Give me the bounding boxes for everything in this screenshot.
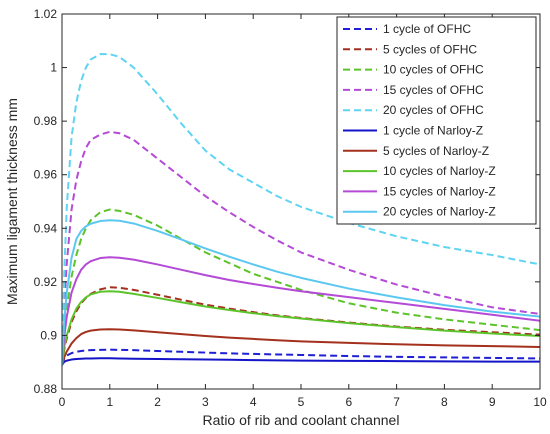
- x-tick-label: 5: [298, 395, 305, 409]
- series-line-1: [62, 286, 540, 366]
- series-line-8: [62, 256, 540, 365]
- series-line-7: [62, 290, 540, 366]
- x-tick-label: 9: [489, 395, 496, 409]
- legend: 1 cycle of OFHC 5 cycles of OFHC 10 cycles…: [336, 16, 537, 225]
- series-line-4: [62, 53, 540, 365]
- series-line-0: [62, 348, 540, 366]
- x-tick-label: 2: [154, 395, 161, 409]
- y-tick-label: 0.9: [40, 328, 57, 342]
- x-tick-label: 10: [533, 395, 547, 409]
- y-tick-label: 1.02: [34, 7, 58, 21]
- x-tick-label: 7: [393, 395, 400, 409]
- legend-label-6: 5 cycles of Narloy-Z: [383, 144, 489, 158]
- y-tick-label: 0.96: [34, 168, 58, 182]
- y-tick-label: 0.94: [34, 221, 58, 235]
- legend-label-2: 10 cycles of OFHC: [383, 63, 484, 77]
- x-axis: 0 1 2 3 4 5 6 7 8 9 10: [59, 14, 547, 409]
- legend-label-5: 1 cycle of Narloy-Z: [383, 124, 483, 138]
- series-line-5: [62, 357, 540, 366]
- y-tick-label: 1: [50, 61, 57, 75]
- series-line-3: [62, 130, 540, 365]
- y-tick-label: 0.88: [34, 382, 58, 396]
- y-tick-label: 0.92: [34, 275, 58, 289]
- series-line-6: [62, 328, 540, 366]
- legend-box: [336, 16, 537, 225]
- series-line-9: [62, 219, 540, 365]
- legend-label-3: 15 cycles of OFHC: [383, 83, 484, 97]
- legend-label-8: 15 cycles of Narloy-Z: [383, 184, 496, 198]
- y-axis: 0.88 0.9 0.92 0.94 0.96 0.98 1 1.02: [34, 7, 540, 396]
- legend-label-9: 20 cycles of Narloy-Z: [383, 205, 496, 219]
- x-axis-label: Ratio of rib and coolant channel: [203, 412, 400, 428]
- legend-label-1: 5 cycles of OFHC: [383, 42, 477, 56]
- legend-label-7: 10 cycles of Narloy-Z: [383, 164, 496, 178]
- legend-label-0: 1 cycle of OFHC: [383, 22, 471, 36]
- x-tick-label: 8: [441, 395, 448, 409]
- legend-label-4: 20 cycles of OFHC: [383, 103, 484, 117]
- x-tick-label: 3: [202, 395, 209, 409]
- x-tick-label: 6: [345, 395, 352, 409]
- y-tick-label: 0.98: [34, 114, 58, 128]
- x-tick-label: 0: [59, 395, 66, 409]
- x-tick-label: 1: [106, 395, 113, 409]
- x-tick-label: 4: [250, 395, 257, 409]
- y-axis-label: Maximum ligament thickness mm: [4, 98, 20, 305]
